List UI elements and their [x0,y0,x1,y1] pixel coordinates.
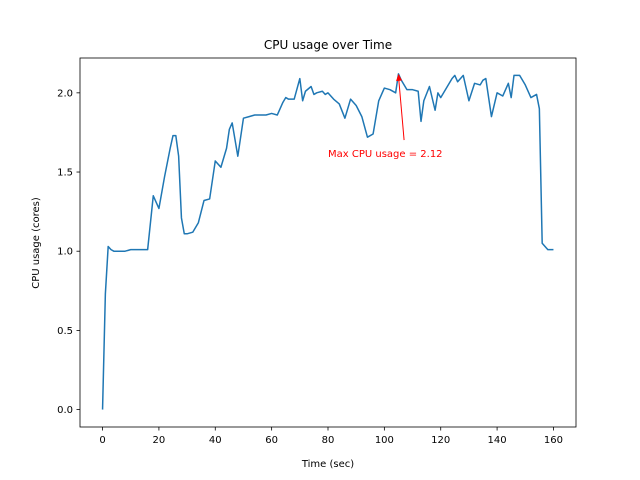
annotation-arrow-head [396,73,403,82]
y-axis-ticks: 0.0 0.5 1.0 1.5 2.0 [57,88,80,416]
y-axis-label: CPU usage (cores) [31,197,42,289]
annotation-group: Max CPU usage = 2.12 [328,73,443,160]
y-tick-label: 0.5 [57,326,73,337]
series-group [101,73,554,410]
series-line [101,73,554,410]
x-tick-label: 40 [209,435,222,446]
y-tick-label: 0.0 [57,405,73,416]
y-tick-label: 1.5 [57,168,73,179]
annotation-label: Max CPU usage = 2.12 [328,149,443,160]
x-tick-label: 120 [431,435,450,446]
x-tick-label: 160 [544,435,563,446]
x-tick-label: 60 [265,435,278,446]
chart-title: CPU usage over Time [264,38,392,52]
x-axis-label: Time (sec) [301,459,354,470]
x-tick-label: 20 [153,435,166,446]
y-tick-label: 1.0 [57,247,73,258]
x-tick-label: 80 [322,435,335,446]
x-tick-label: 0 [99,435,105,446]
x-axis-ticks: 0 20 40 60 80 100 120 140 160 [99,427,563,446]
x-tick-label: 100 [375,435,394,446]
x-tick-label: 140 [488,435,507,446]
y-tick-label: 2.0 [57,88,73,99]
annotation-arrow-line [397,75,405,141]
